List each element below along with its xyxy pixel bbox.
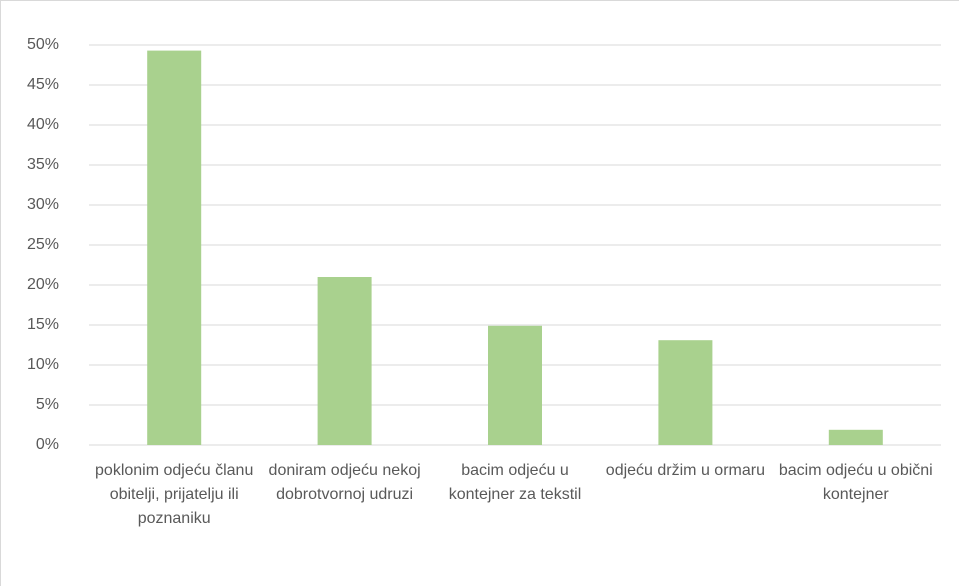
y-tick-label: 30% — [27, 196, 59, 213]
y-tick-label: 10% — [27, 356, 59, 373]
bar — [488, 325, 542, 445]
y-tick-label: 40% — [27, 116, 59, 133]
y-tick-label: 15% — [27, 316, 59, 333]
bar — [317, 277, 372, 445]
x-tick-label: poklonim odjeću članu obitelji, prijatel… — [95, 462, 254, 527]
y-tick-label: 0% — [36, 436, 59, 453]
y-tick-label: 35% — [27, 156, 59, 173]
bar — [147, 50, 202, 445]
x-tick-label: bacim odjeću u kontejner za tekstil — [448, 462, 582, 503]
bar — [658, 340, 713, 445]
y-tick-label: 5% — [36, 396, 59, 413]
y-tick-label: 20% — [27, 276, 59, 293]
x-tick-label: bacim odjeću u obični kontejner — [778, 462, 933, 503]
y-tick-label: 25% — [27, 236, 59, 253]
y-tick-label: 50% — [27, 36, 59, 53]
x-tick-label: odjeću držim u ormaru — [605, 462, 765, 479]
bar — [828, 429, 883, 445]
y-tick-label: 45% — [27, 76, 59, 93]
x-tick-label: doniram odjeću nekoj dobrotvornoj udruzi — [268, 462, 421, 503]
